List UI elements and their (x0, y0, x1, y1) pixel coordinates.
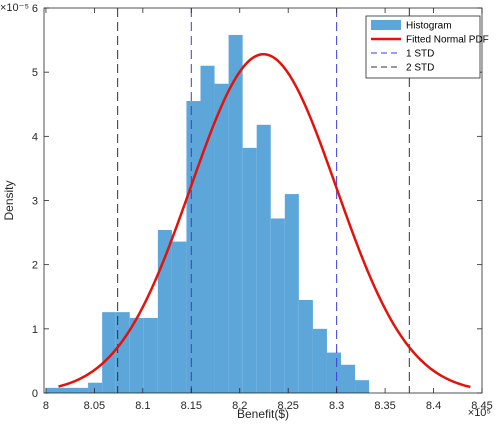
histogram-bar (186, 101, 201, 394)
histogram-bar (200, 65, 215, 393)
x-tick-label: 8.2 (232, 400, 247, 412)
x-tick-label: 8 (43, 400, 49, 412)
legend-label: Histogram (406, 21, 452, 32)
histogram-bar (312, 328, 327, 393)
histogram-bar (242, 147, 257, 393)
x-tick-label: 8.25 (277, 400, 298, 412)
legend: Histogram Fitted Normal PDF 1 STD 2 STD (365, 15, 489, 79)
x-axis-ticks: 8 8.05 8.1 8.15 8.2 8.25 8.3 8.35 8.4 8.45 (43, 8, 493, 412)
x-axis-label: Benefit($) (237, 407, 289, 421)
x-tick-label: 8.3 (329, 400, 344, 412)
histogram-bar (228, 34, 243, 393)
x-tick-label: 8.35 (374, 400, 395, 412)
histogram-bar (341, 364, 356, 393)
histogram-bar (115, 312, 130, 393)
y-tick-label: 1 (32, 324, 38, 336)
y-tick-label: 3 (32, 196, 38, 208)
histogram-bar (59, 387, 75, 393)
histogram-bar (256, 124, 271, 394)
x-tick-label: 8.05 (84, 400, 105, 412)
histogram-bar (214, 83, 229, 393)
histogram-bar (45, 387, 60, 393)
legend-swatch-histogram (371, 20, 401, 30)
y-tick-label: 5 (32, 67, 38, 79)
y-exponent-label: ×10⁻⁵ (0, 2, 29, 14)
x-exponent-label: ×10⁵ (468, 407, 491, 419)
histogram-bar (326, 352, 342, 393)
histogram-bar (157, 230, 172, 393)
x-tick-label: 8.45 (471, 400, 492, 412)
histogram-bar (102, 312, 116, 393)
histogram-bar (355, 380, 370, 393)
histogram-bar (270, 218, 285, 393)
x-tick-label: 8.1 (135, 400, 150, 412)
y-tick-label: 2 (32, 260, 38, 272)
histogram-bar (284, 194, 299, 393)
histogram-bar (143, 317, 158, 393)
histogram-bar (298, 299, 313, 393)
histogram-bar (88, 382, 103, 393)
histogram-bar (74, 387, 89, 393)
y-axis-label: Density (2, 180, 16, 220)
legend-label: 1 STD (406, 49, 434, 60)
fitted-pdf-curve-group (58, 52, 471, 389)
x-tick-label: 8.15 (181, 400, 202, 412)
histogram-bars (45, 34, 370, 394)
x-tick-label: 8.4 (426, 400, 441, 412)
histogram-bar (129, 317, 144, 393)
y-axis-ticks: 0 1 2 3 4 5 6 (32, 3, 482, 400)
y-tick-label: 0 (32, 388, 38, 400)
legend-label: 2 STD (406, 63, 434, 74)
fitted-pdf-curve (58, 52, 471, 389)
y-tick-label: 4 (32, 131, 38, 143)
y-tick-label: 6 (32, 3, 38, 15)
legend-label: Fitted Normal PDF (406, 35, 489, 46)
histogram-bar (171, 241, 187, 393)
